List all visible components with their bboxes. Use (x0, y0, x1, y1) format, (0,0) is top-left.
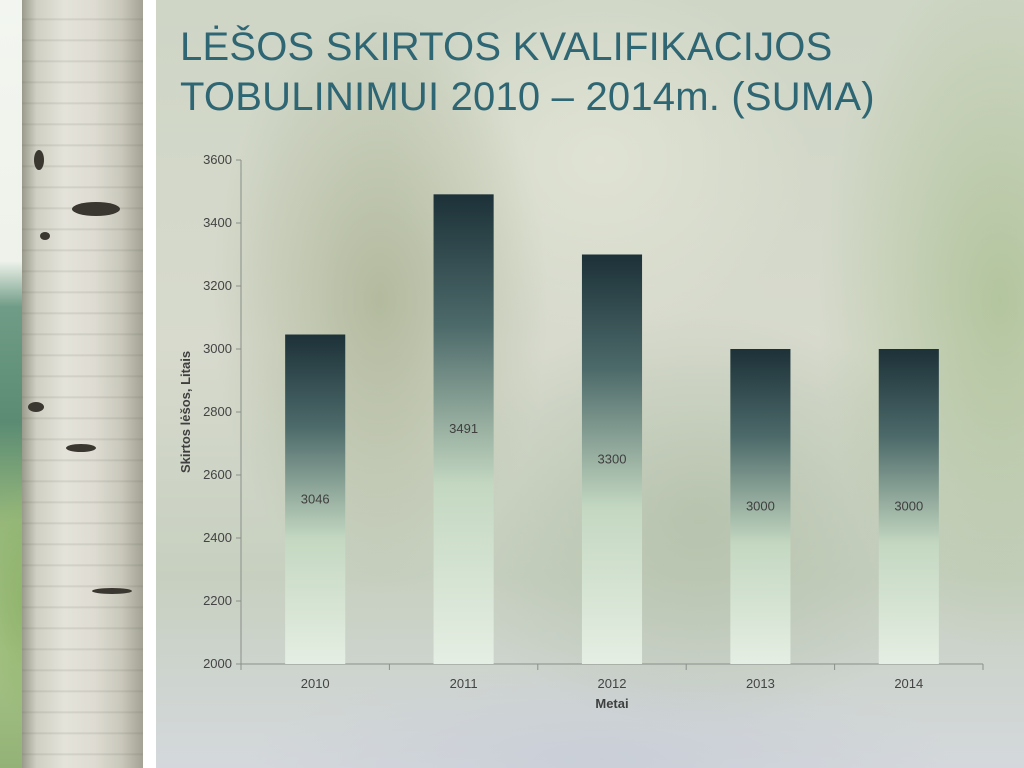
y-tick-label: 3000 (203, 341, 232, 356)
bar-2014 (878, 349, 939, 664)
bark-mark (92, 588, 132, 594)
y-tick-label: 3600 (203, 152, 232, 167)
bark-mark (66, 444, 96, 452)
birch-photo (0, 0, 143, 768)
bark-mark (34, 150, 44, 170)
bark-mark (40, 232, 50, 240)
bar-2012 (581, 254, 643, 664)
y-tick-label: 2600 (203, 467, 232, 482)
y-tick-label: 2200 (203, 593, 232, 608)
data-label: 3300 (598, 451, 627, 466)
bars (285, 194, 939, 664)
y-tick-label: 3200 (203, 278, 232, 293)
slide-title: LĖŠOS SKIRTOS KVALIFIKACIJOS TOBULINIMUI… (180, 22, 1000, 122)
bar-2010 (285, 334, 346, 664)
y-tick-label: 2000 (203, 656, 232, 671)
bark-mark (28, 402, 44, 412)
data-label: 3000 (746, 499, 775, 514)
x-tick-label: 2013 (746, 676, 775, 691)
birch-trunk-image (22, 0, 143, 768)
x-tick-label: 2010 (301, 676, 330, 691)
x-axis: 2010 2011 2012 2013 2014 (240, 663, 984, 691)
title-line-2: TOBULINIMUI 2010 – 2014m. (SUMA) (180, 75, 875, 119)
y-axis: 2000 2200 2400 2600 2800 3000 3200 3400 3600 (203, 152, 242, 671)
data-labels: 3046 3491 3300 3000 3000 (301, 421, 924, 513)
data-label: 3491 (449, 421, 478, 436)
title-line-1: LĖŠOS SKIRTOS KVALIFIKACIJOS (180, 25, 833, 69)
y-tick-label: 2400 (203, 530, 232, 545)
x-axis-title: Metai (595, 696, 628, 711)
x-tick-label: 2012 (598, 676, 627, 691)
y-tick-label: 2800 (203, 404, 232, 419)
data-label: 3046 (301, 491, 330, 506)
x-tick-label: 2011 (450, 676, 478, 691)
bar-2013 (730, 349, 791, 664)
bar-chart: 2000 2200 2400 2600 2800 3000 3200 3400 3600 201… (178, 152, 984, 711)
white-divider (143, 0, 156, 768)
bark-mark (72, 202, 120, 216)
x-tick-label: 2014 (894, 676, 923, 691)
bar-2011 (433, 194, 494, 664)
y-tick-label: 3400 (203, 215, 232, 230)
y-axis-title: Skirtos lėšos, Litais (178, 351, 193, 473)
data-label: 3000 (894, 499, 923, 514)
